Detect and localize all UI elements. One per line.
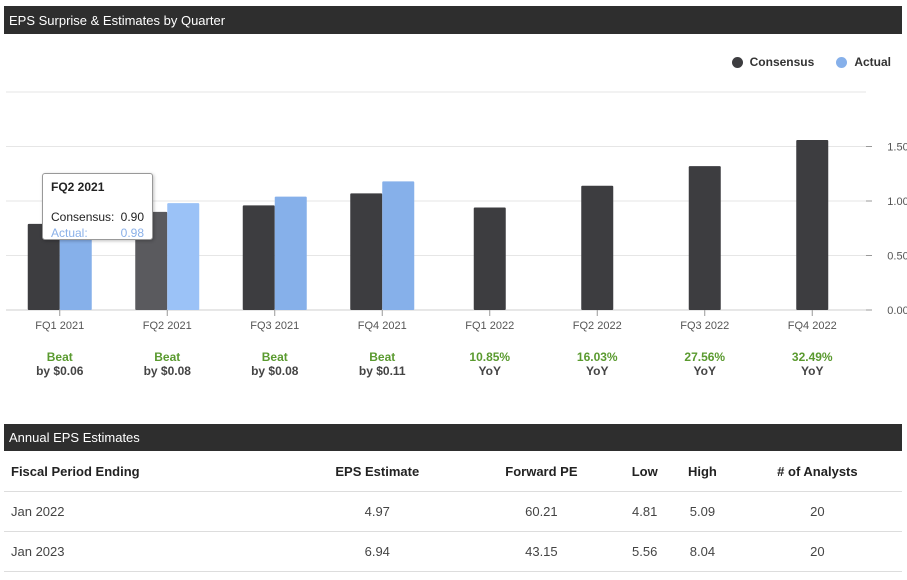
y-tick-label: 1.50 bbox=[887, 142, 907, 154]
tooltip-consensus-row: Consensus: 0.90 bbox=[51, 209, 144, 225]
surprise-label: 32.49% YoY bbox=[762, 350, 862, 378]
consensus-bar bbox=[243, 205, 275, 310]
tooltip-actual-row: Actual: 0.98 bbox=[51, 225, 144, 241]
y-tick-label: 1.00 bbox=[887, 196, 907, 208]
table-cell: 4.81 bbox=[617, 492, 672, 532]
surprise-detail: by $0.11 bbox=[332, 364, 432, 378]
surprise-label: Beat by $0.11 bbox=[332, 350, 432, 378]
consensus-bar bbox=[796, 140, 828, 310]
consensus-bar bbox=[689, 166, 721, 310]
surprise-label: 10.85% YoY bbox=[440, 350, 540, 378]
column-header[interactable]: # of Analysts bbox=[733, 451, 902, 492]
table-cell: 5.09 bbox=[672, 492, 733, 532]
table-cell: 5.56 bbox=[617, 532, 672, 572]
x-tick-label: FQ4 2021 bbox=[358, 320, 407, 332]
surprise-label: 16.03% YoY bbox=[547, 350, 647, 378]
surprise-value: 27.56% bbox=[655, 350, 755, 364]
consensus-bar bbox=[474, 208, 506, 310]
surprise-detail: YoY bbox=[655, 364, 755, 378]
table-row: Jan 2023 6.94 43.15 5.56 8.04 20 bbox=[4, 532, 902, 572]
annual-section-title: Annual EPS Estimates bbox=[9, 430, 140, 445]
surprise-value: 16.03% bbox=[547, 350, 647, 364]
y-tick-label: 0.50 bbox=[887, 251, 907, 263]
surprise-value: 10.85% bbox=[440, 350, 540, 364]
table-cell: 20 bbox=[733, 492, 902, 532]
x-tick-label: FQ2 2022 bbox=[573, 320, 622, 332]
x-tick-label: FQ1 2021 bbox=[35, 320, 84, 332]
x-tick-label: FQ2 2021 bbox=[143, 320, 192, 332]
table-row: Jan 2022 4.97 60.21 4.81 5.09 20 bbox=[4, 492, 902, 532]
table-cell: Jan 2023 bbox=[4, 532, 289, 572]
tooltip-actual-value: 0.98 bbox=[121, 225, 144, 241]
actual-bar bbox=[275, 197, 307, 310]
tooltip-consensus-label: Consensus: bbox=[51, 209, 114, 225]
column-header[interactable]: Low bbox=[617, 451, 672, 492]
surprise-detail: by $0.08 bbox=[225, 364, 325, 378]
table-cell: 43.15 bbox=[465, 532, 617, 572]
consensus-bar bbox=[581, 186, 613, 310]
surprise-value: 32.49% bbox=[762, 350, 862, 364]
surprise-label: 27.56% YoY bbox=[655, 350, 755, 378]
table-cell: Jan 2022 bbox=[4, 492, 289, 532]
x-tick-label: FQ1 2022 bbox=[465, 320, 514, 332]
column-header[interactable]: Fiscal Period Ending bbox=[4, 451, 289, 492]
surprise-detail: by $0.06 bbox=[10, 364, 110, 378]
tooltip-actual-label: Actual: bbox=[51, 225, 88, 241]
surprise-detail: YoY bbox=[440, 364, 540, 378]
surprise-detail: YoY bbox=[547, 364, 647, 378]
table-cell: 60.21 bbox=[465, 492, 617, 532]
table-header-row: Fiscal Period Ending EPS Estimate Forwar… bbox=[4, 451, 902, 492]
actual-bar bbox=[167, 203, 199, 310]
surprise-label: Beat by $0.08 bbox=[225, 350, 325, 378]
table-cell: 6.94 bbox=[289, 532, 465, 572]
tooltip-consensus-value: 0.90 bbox=[121, 209, 144, 225]
annual-eps-table: Fiscal Period Ending EPS Estimate Forwar… bbox=[4, 451, 902, 572]
column-header[interactable]: Forward PE bbox=[465, 451, 617, 492]
consensus-bar bbox=[350, 193, 382, 310]
x-tick-label: FQ3 2022 bbox=[680, 320, 729, 332]
table-cell: 20 bbox=[733, 532, 902, 572]
table-cell: 4.97 bbox=[289, 492, 465, 532]
surprise-value: Beat bbox=[225, 350, 325, 364]
surprise-value: Beat bbox=[332, 350, 432, 364]
x-tick-label: FQ3 2021 bbox=[250, 320, 299, 332]
surprise-label: Beat by $0.06 bbox=[10, 350, 110, 378]
annual-section-header: Annual EPS Estimates bbox=[4, 424, 902, 451]
column-header[interactable]: EPS Estimate bbox=[289, 451, 465, 492]
chart-section-header: EPS Surprise & Estimates by Quarter bbox=[4, 6, 902, 34]
surprise-value: Beat bbox=[117, 350, 217, 364]
y-tick-label: 0.00 bbox=[887, 305, 907, 317]
table-cell: 8.04 bbox=[672, 532, 733, 572]
surprise-label: Beat by $0.08 bbox=[117, 350, 217, 378]
tooltip-title: FQ2 2021 bbox=[51, 180, 144, 194]
chart-tooltip: FQ2 2021 Consensus: 0.90 Actual: 0.98 bbox=[42, 173, 153, 240]
actual-bar bbox=[382, 181, 414, 310]
x-tick-label: FQ4 2022 bbox=[788, 320, 837, 332]
surprise-detail: by $0.08 bbox=[117, 364, 217, 378]
surprise-value: Beat bbox=[10, 350, 110, 364]
chart-section-title: EPS Surprise & Estimates by Quarter bbox=[9, 13, 225, 28]
surprise-detail: YoY bbox=[762, 364, 862, 378]
column-header[interactable]: High bbox=[672, 451, 733, 492]
